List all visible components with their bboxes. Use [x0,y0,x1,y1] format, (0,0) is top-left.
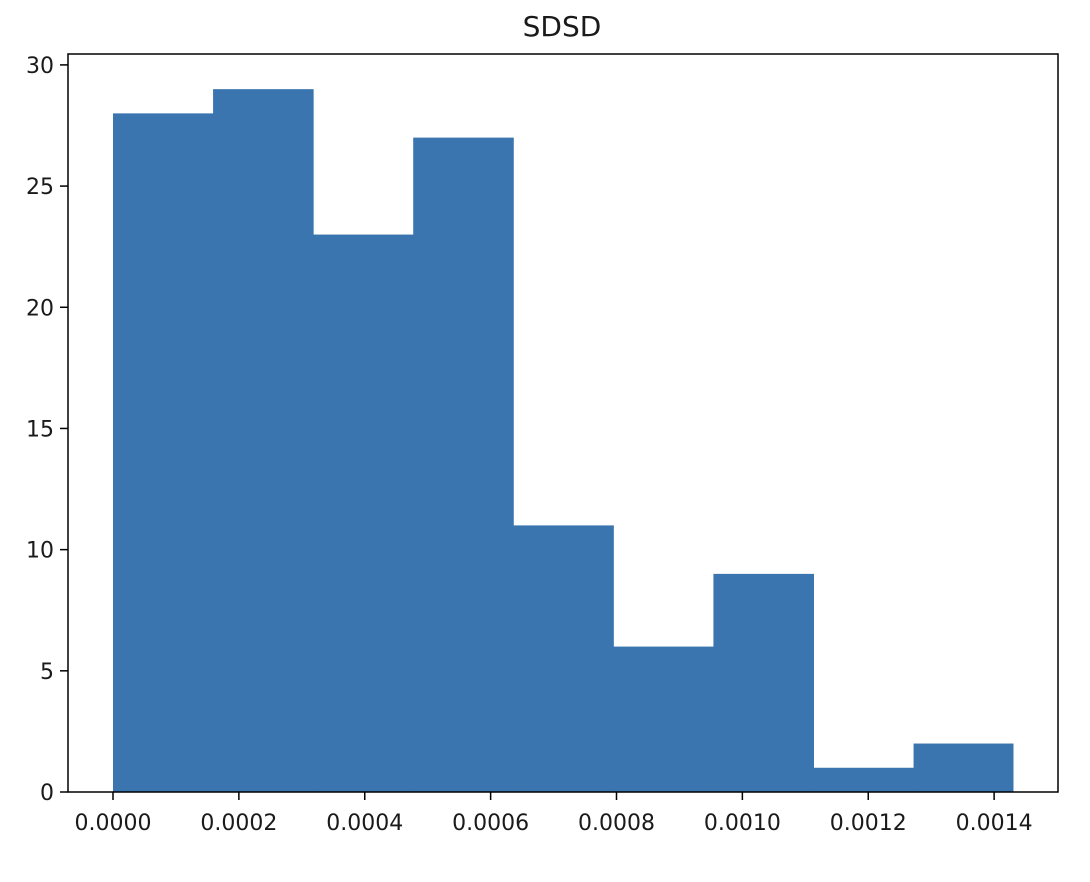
y-tick-label-5: 25 [26,175,54,200]
x-tick-label-1: 0.0002 [200,811,277,836]
x-tick-label-4: 0.0008 [578,811,655,836]
y-tick-label-1: 5 [40,660,54,685]
x-tick-label-0: 0.0000 [75,811,152,836]
y-tick-label-2: 10 [26,539,54,564]
y-tick-label-3: 15 [26,417,54,442]
histogram-bar-2 [213,89,314,792]
bars-group [113,89,1014,792]
histogram-bar-4 [413,137,514,792]
y-axis-ticks: 0 5 10 15 20 25 30 [26,54,68,806]
histogram-bar-8 [813,767,915,792]
histogram-bar-3 [313,234,414,792]
x-tick-label-7: 0.0014 [956,811,1033,836]
x-tick-label-2: 0.0004 [326,811,403,836]
x-tick-label-3: 0.0006 [452,811,529,836]
histogram-bar-9 [913,743,1014,792]
histogram-bar-7 [713,573,814,792]
x-axis-ticks: 0.0000 0.0002 0.0004 0.0006 0.0008 0.0010 0.00… [75,792,1033,836]
y-tick-label-0: 0 [40,781,54,806]
histogram-bar-1 [113,113,214,792]
histogram-bar-6 [613,646,714,792]
y-tick-label-4: 20 [26,296,54,321]
y-tick-label-6: 30 [26,54,54,79]
chart-title: SDSD [523,10,602,43]
x-tick-label-6: 0.0012 [830,811,907,836]
histogram-bar-5 [513,525,614,792]
plot-frame [67,53,1059,793]
x-tick-label-5: 0.0010 [704,811,781,836]
